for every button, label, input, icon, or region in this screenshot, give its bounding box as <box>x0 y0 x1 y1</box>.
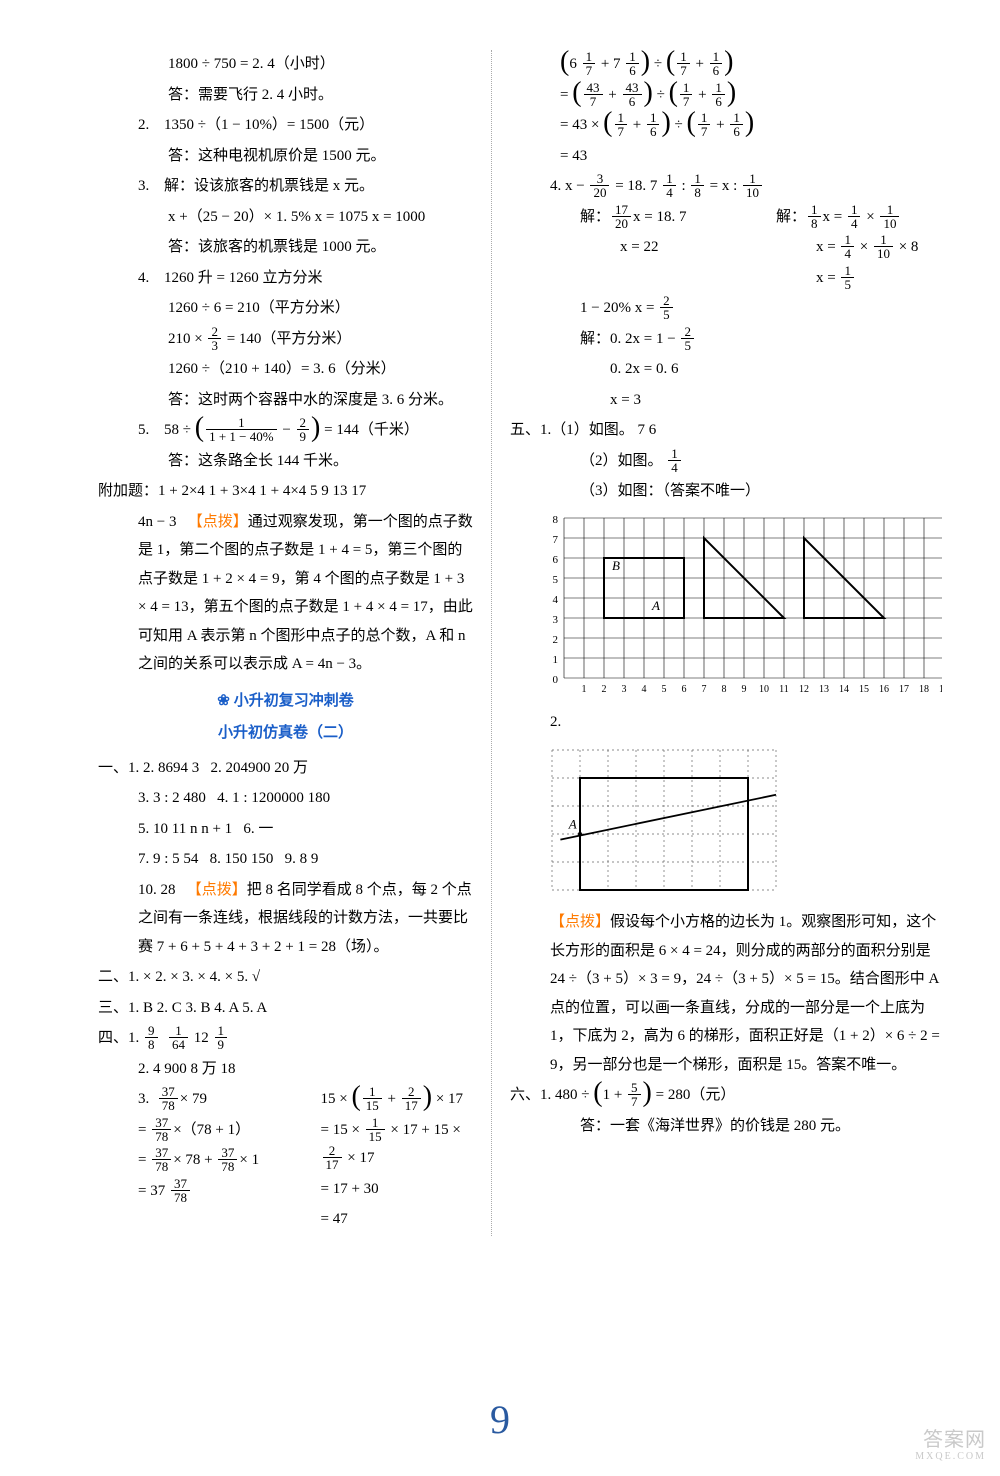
item-10: 10. 28 【点拨】把 8 名同学看成 8 个点，每 2 个点之间有一条连线，… <box>98 876 473 962</box>
item-2: 2.1350 ÷（1 − 10%）= 1500（元） <box>98 111 473 140</box>
grid-chart-2: A <box>542 740 942 900</box>
svg-text:18: 18 <box>919 684 929 695</box>
svg-text:0: 0 <box>553 674 559 686</box>
calc-block: (6 17 + 7 16) ÷ (17 + 16) = (437 + 436) … <box>560 50 942 170</box>
sec4-3: 3. 3778× 79 = 3778×（78 + 1） = 3778× 78 +… <box>98 1085 473 1236</box>
text: 3. 3 : 2 480 4. 1 : 1200000 180 <box>98 784 473 813</box>
sec2: 二、1. × 2. × 3. × 4. × 5. √ <box>98 963 473 992</box>
eq: 1 − 20% x = 25 <box>510 294 942 323</box>
svg-text:14: 14 <box>839 684 849 695</box>
item-2-label: 2. <box>510 708 942 737</box>
svg-text:A: A <box>651 598 660 613</box>
text: 1260 ÷（210 + 140）= 3. 6（分米） <box>98 355 473 384</box>
sec5: 五、1.（1）如图。 7 6 <box>510 416 942 445</box>
svg-text:3: 3 <box>622 684 627 695</box>
answer: 答：一套《海洋世界》的价钱是 280 元。 <box>510 1112 942 1141</box>
sec6: 六、1. 480 ÷ (1 + 57) = 280（元） <box>510 1081 942 1110</box>
svg-text:4: 4 <box>642 684 647 695</box>
svg-text:6: 6 <box>682 684 687 695</box>
svg-text:7: 7 <box>702 684 707 695</box>
page-number: 9 <box>490 1382 510 1458</box>
answer: 答：该旅客的机票钱是 1000 元。 <box>98 233 473 262</box>
svg-text:9: 9 <box>742 684 747 695</box>
svg-text:1: 1 <box>582 684 587 695</box>
answer: 答：这时两个容器中水的深度是 3. 6 分米。 <box>98 386 473 415</box>
eq: 解：0. 2x = 1 − 25 <box>510 325 942 354</box>
sec4-2: 2. 4 900 8 万 18 <box>98 1055 473 1084</box>
item-4: 4. x − 320 = 18. 7 14 : 18 = x : 110 <box>510 172 942 201</box>
hint-2: 【点拨】假设每个小方格的边长为 1。观察图形可知，这个长方形的面积是 6 × 4… <box>510 908 942 1079</box>
svg-text:17: 17 <box>899 684 909 695</box>
svg-text:B: B <box>612 558 620 573</box>
svg-text:12: 12 <box>799 684 809 695</box>
sec3: 三、1. B 2. C 3. B 4. A 5. A <box>98 994 473 1023</box>
section-subheading: 小升初仿真卷（二） <box>98 719 473 748</box>
svg-text:11: 11 <box>779 684 789 695</box>
watermark: 答案网MXQE.COM <box>915 1429 986 1462</box>
answer: 答：这种电视机原价是 1500 元。 <box>98 142 473 171</box>
page-root: 1800 ÷ 750 = 2. 4（小时） 答：需要飞行 2. 4 小时。 2.… <box>0 0 1000 1296</box>
svg-text:6: 6 <box>553 554 559 566</box>
text: 1800 ÷ 750 = 2. 4（小时） <box>98 50 473 79</box>
bonus-text: 4n − 3 【点拨】通过观察发现，第一个图的点子数是 1，第二个图的点子数是 … <box>98 508 473 679</box>
svg-text:16: 16 <box>879 684 889 695</box>
item-3: 3.解：设该旅客的机票钱是 x 元。 <box>98 172 473 201</box>
item-4: 4.1260 升 = 1260 立方分米 <box>98 264 473 293</box>
svg-text:8: 8 <box>553 514 559 526</box>
text: 1260 ÷ 6 = 210（平方分米） <box>98 294 473 323</box>
eq: 0. 2x = 0. 6 <box>510 355 942 384</box>
text: （3）如图：（答案不唯一） <box>510 477 942 506</box>
svg-text:10: 10 <box>759 684 769 695</box>
text: 5. 10 11 n n + 1 6. 一 <box>98 815 473 844</box>
text: x +（25 − 20）× 1. 5% x = 1075 x = 1000 <box>98 203 473 232</box>
answer: 答：需要飞行 2. 4 小时。 <box>98 81 473 110</box>
text: 7. 9 : 5 54 8. 150 150 9. 8 9 <box>98 845 473 874</box>
svg-text:8: 8 <box>722 684 727 695</box>
svg-text:4: 4 <box>553 594 559 606</box>
svg-text:7: 7 <box>553 534 559 546</box>
svg-text:13: 13 <box>819 684 829 695</box>
answer: 答：这条路全长 144 千米。 <box>98 447 473 476</box>
right-column: (6 17 + 7 16) ÷ (17 + 16) = (437 + 436) … <box>492 50 960 1236</box>
svg-text:19: 19 <box>939 684 942 695</box>
text: 210 × 23 = 140（平方分米） <box>98 325 473 354</box>
svg-text:5: 5 <box>553 574 559 586</box>
svg-text:2: 2 <box>602 684 607 695</box>
sec1: 一、1. 2. 8694 3 2. 204900 20 万 <box>98 754 473 783</box>
svg-text:5: 5 <box>662 684 667 695</box>
left-column: 1800 ÷ 750 = 2. 4（小时） 答：需要飞行 2. 4 小时。 2.… <box>80 50 492 1236</box>
svg-text:A: A <box>568 816 577 831</box>
svg-text:2: 2 <box>553 634 559 646</box>
sec4-1: 四、1. 98 164 12 19 <box>98 1024 473 1053</box>
item-5: 5.58 ÷ (11 + 1 − 40% − 29) = 144（千米） <box>98 416 473 445</box>
bonus-label: 附加题：1 + 2×4 1 + 3×4 1 + 4×4 5 9 13 17 <box>98 477 473 506</box>
section-heading: 小升初复习冲刺卷 <box>98 687 473 716</box>
svg-text:3: 3 <box>553 614 559 626</box>
eq: x = 3 <box>510 386 942 415</box>
svg-text:15: 15 <box>859 684 869 695</box>
text: （2）如图。 14 <box>510 447 942 476</box>
grid-chart-1: 01234567812345678910111213141516171819BA <box>542 510 942 700</box>
svg-text:1: 1 <box>553 654 559 666</box>
solve-row: 解：1720x = 18. 7 x = 22 解：18x = 14 × 110 … <box>510 203 942 295</box>
